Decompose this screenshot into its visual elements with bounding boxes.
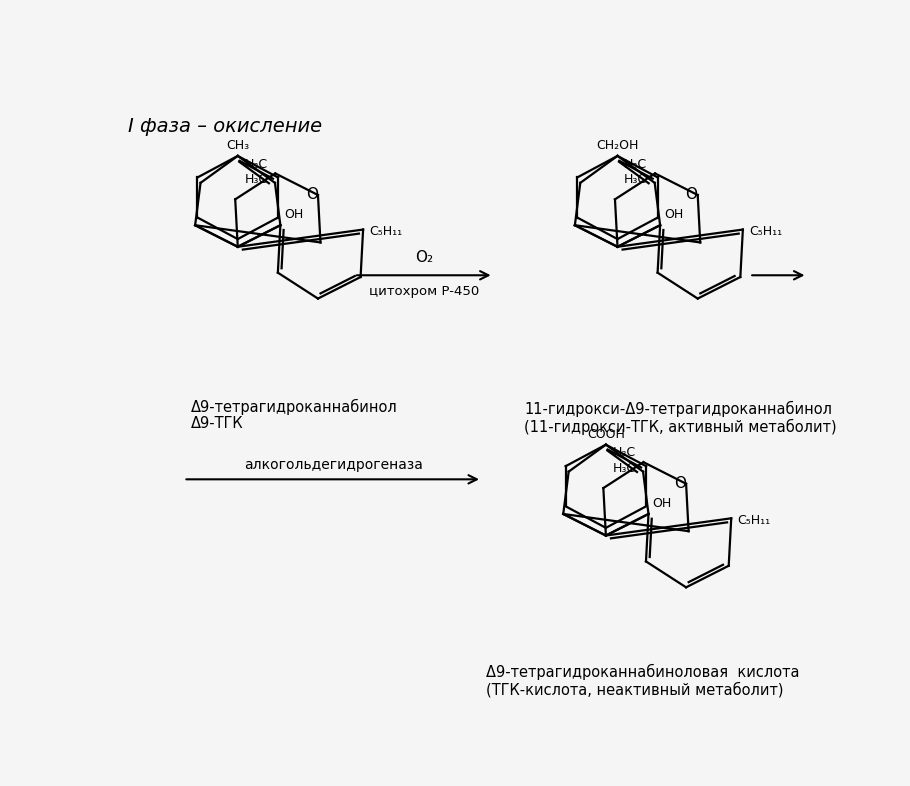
Text: COOH: COOH xyxy=(587,428,625,441)
Text: 11-гидрокси-Δ9-тетрагидроканнабинол: 11-гидрокси-Δ9-тетрагидроканнабинол xyxy=(524,401,833,417)
Text: Δ9-тетрагидроканнабиноловая  кислота: Δ9-тетрагидроканнабиноловая кислота xyxy=(486,664,799,680)
Text: OH: OH xyxy=(284,208,304,222)
Text: H₃C: H₃C xyxy=(612,462,636,475)
Text: C₅H₁₁: C₅H₁₁ xyxy=(749,226,783,238)
Text: H₃C: H₃C xyxy=(245,173,268,186)
Text: H₃C: H₃C xyxy=(612,446,636,460)
Text: CH₂OH: CH₂OH xyxy=(596,139,639,152)
Text: CH₃: CH₃ xyxy=(227,139,249,152)
Text: Δ9-тетрагидроканнабинол: Δ9-тетрагидроканнабинол xyxy=(191,399,398,415)
Text: (11-гидрокси-ТГК, активный метаболит): (11-гидрокси-ТГК, активный метаболит) xyxy=(524,418,837,435)
Text: алкогольдегидрогеназа: алкогольдегидрогеназа xyxy=(244,457,422,472)
Text: цитохром P-450: цитохром P-450 xyxy=(369,285,479,298)
Text: H₃C: H₃C xyxy=(245,158,268,171)
Text: O: O xyxy=(674,476,686,491)
Text: O: O xyxy=(306,188,318,203)
Text: H₃C: H₃C xyxy=(624,173,647,186)
Text: OH: OH xyxy=(664,208,683,222)
Text: H₃C: H₃C xyxy=(624,158,647,171)
Text: C₅H₁₁: C₅H₁₁ xyxy=(737,514,771,527)
Text: O: O xyxy=(685,188,697,203)
Text: O₂: O₂ xyxy=(415,250,433,265)
Text: C₅H₁₁: C₅H₁₁ xyxy=(369,226,402,238)
Text: Δ9-ТГК: Δ9-ТГК xyxy=(191,416,244,432)
Text: OH: OH xyxy=(652,497,672,510)
Text: I фаза – окисление: I фаза – окисление xyxy=(127,117,322,137)
Text: (ТГК-кислота, неактивный метаболит): (ТГК-кислота, неактивный метаболит) xyxy=(486,681,784,697)
